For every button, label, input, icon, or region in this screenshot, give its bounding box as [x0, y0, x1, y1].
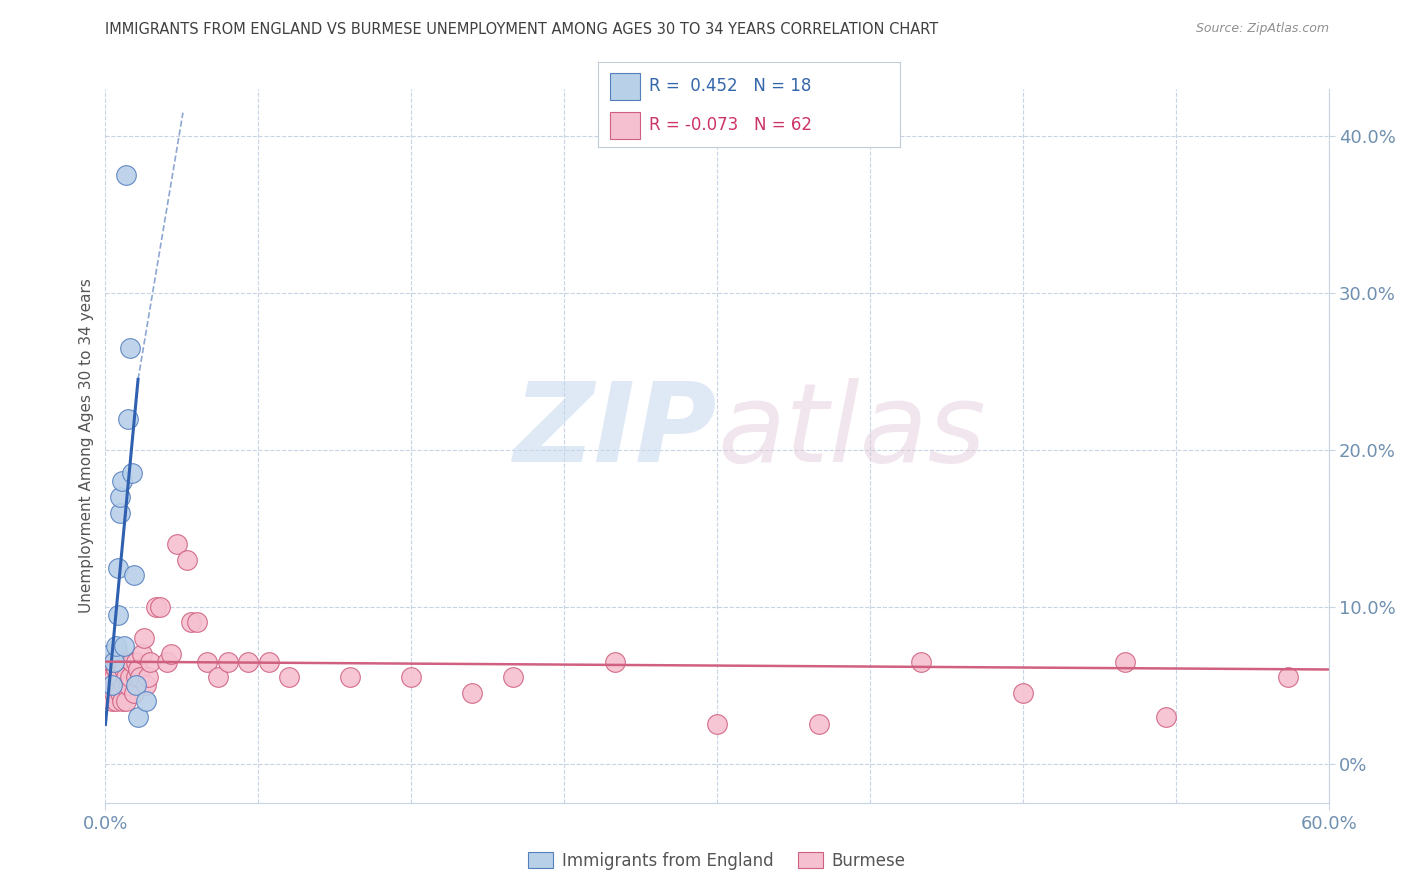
Point [103, 670, 125, 684]
Point [100, 670, 122, 684]
Point [127, 709, 149, 723]
Point [103, 655, 125, 669]
Point [112, 678, 135, 692]
Point [135, 678, 157, 692]
Point [910, 655, 932, 669]
Point [278, 670, 301, 684]
Y-axis label: Unemployment Among Ages 30 to 34 years: Unemployment Among Ages 30 to 34 years [79, 278, 94, 614]
Point [121, 467, 143, 481]
Point [122, 686, 145, 700]
Point [96, 686, 118, 700]
Point [1277, 670, 1299, 684]
Point [108, 506, 131, 520]
Point [112, 639, 135, 653]
Point [135, 694, 157, 708]
Point [166, 537, 188, 551]
Point [104, 663, 127, 677]
Point [131, 647, 153, 661]
Point [186, 615, 208, 630]
Point [111, 655, 134, 669]
Point [111, 475, 134, 489]
Point [117, 411, 139, 425]
Point [236, 655, 260, 669]
Point [115, 670, 138, 684]
Point [115, 694, 138, 708]
Point [115, 169, 138, 183]
Point [107, 607, 129, 622]
Point [125, 670, 148, 684]
Bar [610, 112, 640, 139]
Point [118, 341, 141, 355]
Text: Source: ZipAtlas.com: Source: ZipAtlas.com [1195, 22, 1329, 36]
Point [125, 655, 148, 669]
Point [807, 717, 830, 731]
Text: ZIP: ZIP [513, 378, 717, 485]
Point [461, 686, 484, 700]
Point [197, 655, 219, 669]
Point [108, 686, 131, 700]
Point [98, 663, 121, 677]
Point [111, 694, 134, 708]
Text: R =  0.452   N = 18: R = 0.452 N = 18 [650, 78, 811, 95]
Point [100, 655, 122, 669]
Point [217, 655, 239, 669]
Point [145, 599, 167, 614]
Bar [610, 72, 640, 100]
Point [149, 599, 172, 614]
Point [100, 678, 122, 692]
Point [706, 717, 728, 731]
Point [159, 647, 181, 661]
Point [136, 670, 159, 684]
Point [98, 678, 121, 692]
Point [118, 670, 141, 684]
Point [180, 615, 202, 630]
Point [108, 490, 131, 504]
Point [104, 678, 127, 692]
Point [502, 670, 524, 684]
Point [139, 655, 162, 669]
Point [129, 670, 152, 684]
Point [103, 686, 125, 700]
Legend: Immigrants from England, Burmese: Immigrants from England, Burmese [522, 846, 912, 877]
Point [127, 663, 149, 677]
Point [104, 639, 127, 653]
Point [108, 670, 131, 684]
Point [1012, 686, 1035, 700]
Point [176, 552, 198, 566]
Point [605, 655, 627, 669]
Point [134, 631, 156, 645]
Point [207, 670, 229, 684]
Point [125, 678, 148, 692]
Point [98, 647, 121, 661]
Point [96, 670, 118, 684]
Point [401, 670, 423, 684]
Point [156, 655, 179, 669]
Point [112, 663, 135, 677]
Point [103, 655, 125, 669]
Text: atlas: atlas [717, 378, 986, 485]
Point [121, 655, 143, 669]
Point [339, 670, 361, 684]
Point [122, 568, 145, 582]
Point [257, 655, 280, 669]
Point [107, 647, 129, 661]
Point [117, 678, 139, 692]
Text: R = -0.073   N = 62: R = -0.073 N = 62 [650, 116, 811, 134]
Point [1154, 709, 1177, 723]
Point [100, 694, 122, 708]
Point [104, 694, 127, 708]
Point [107, 560, 129, 574]
Point [107, 670, 129, 684]
Text: IMMIGRANTS FROM ENGLAND VS BURMESE UNEMPLOYMENT AMONG AGES 30 TO 34 YEARS CORREL: IMMIGRANTS FROM ENGLAND VS BURMESE UNEMP… [105, 22, 939, 37]
Point [1114, 655, 1136, 669]
